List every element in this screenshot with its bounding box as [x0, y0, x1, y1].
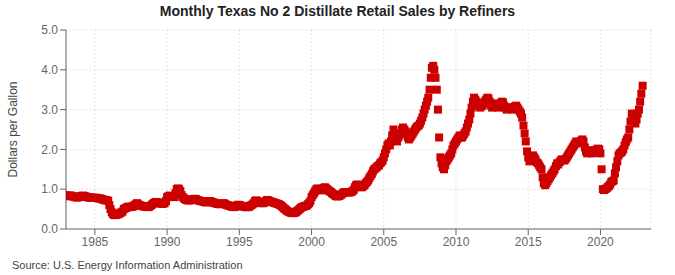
svg-text:1.0: 1.0 — [41, 182, 58, 196]
html-text:Source: U.S. Energy Informatio: Source: U.S. Energy Information Administ… — [12, 259, 243, 271]
svg-text:2000: 2000 — [298, 235, 325, 249]
svg-text:2.0: 2.0 — [41, 143, 58, 157]
svg-text:0.0: 0.0 — [41, 222, 58, 236]
svg-text:Dollars per Gallon: Dollars per Gallon — [8, 81, 20, 177]
svg-text:2005: 2005 — [370, 235, 397, 249]
svg-text:1990: 1990 — [154, 235, 181, 249]
svg-text:2020: 2020 — [587, 235, 614, 249]
html-text:Monthly Texas No 2 Distillate: Monthly Texas No 2 Distillate Retail Sal… — [159, 3, 516, 19]
svg-text:1995: 1995 — [226, 235, 253, 249]
svg-text:3.0: 3.0 — [41, 103, 58, 117]
svg-text:2015: 2015 — [515, 235, 542, 249]
svg-text:4.0: 4.0 — [41, 63, 58, 77]
svg-text:1985: 1985 — [82, 235, 109, 249]
svg-text:5.0: 5.0 — [41, 23, 58, 37]
svg-text:2010: 2010 — [443, 235, 470, 249]
